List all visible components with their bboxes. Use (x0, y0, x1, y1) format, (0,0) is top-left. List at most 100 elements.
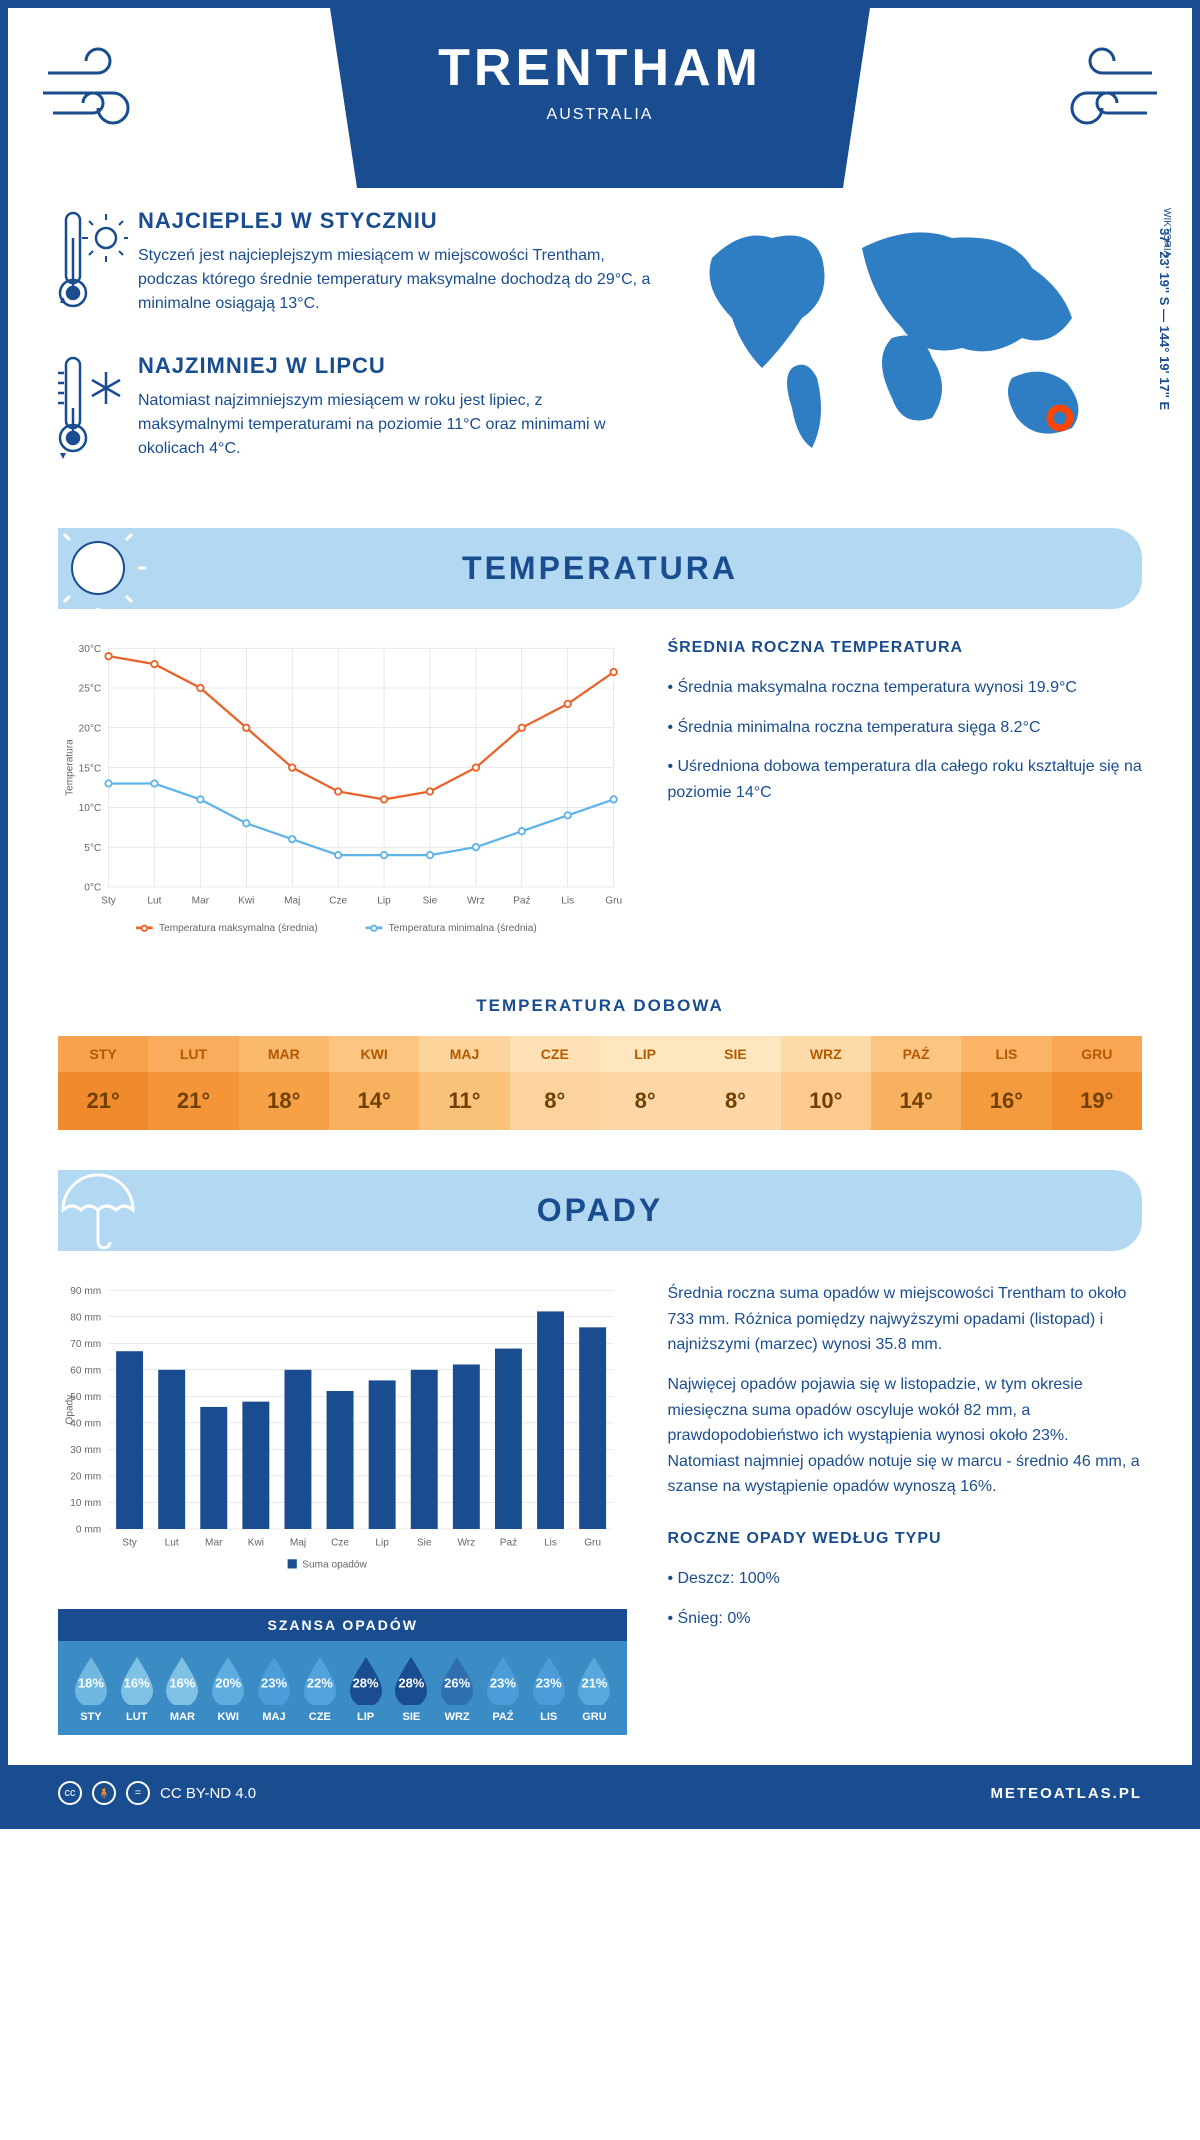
precip-summary: Średnia roczna suma opadów w miejscowośc… (667, 1281, 1142, 1735)
chance-value: 21% (581, 1675, 607, 1690)
svg-text:Paź: Paź (500, 1538, 517, 1549)
temp-cell: WRZ 10° (781, 1036, 871, 1130)
temp-cell: SIE 8° (690, 1036, 780, 1130)
chance-value: 23% (261, 1675, 287, 1690)
world-map: WIKTORIA 37° 23' 19'' S — 144° 19' 17'' … (682, 208, 1142, 498)
coords-label: 37° 23' 19'' S — 144° 19' 17'' E (1157, 228, 1172, 410)
svg-text:Cze: Cze (331, 1538, 349, 1549)
chance-cell: 20% KWI (205, 1655, 251, 1723)
svg-text:Lis: Lis (544, 1538, 557, 1549)
chance-month: SIE (388, 1711, 434, 1723)
chance-value: 16% (169, 1675, 195, 1690)
svg-text:Sie: Sie (423, 896, 438, 907)
temp-cell-month: MAR (239, 1036, 329, 1072)
svg-text:Lis: Lis (561, 896, 574, 907)
svg-text:Wrz: Wrz (467, 896, 485, 907)
svg-text:Temperatura maksymalna (średni: Temperatura maksymalna (średnia) (159, 923, 318, 934)
svg-text:80 mm: 80 mm (70, 1313, 101, 1324)
chance-month: GRU (572, 1711, 618, 1723)
temp-cell-value: 11° (419, 1072, 509, 1130)
chance-month: MAJ (251, 1711, 297, 1723)
daily-temp-table: STY 21°LUT 21°MAR 18°KWI 14°MAJ 11°CZE 8… (58, 1036, 1142, 1130)
temp-cell: LUT 21° (148, 1036, 238, 1130)
raindrop-icon: 26% (437, 1655, 477, 1705)
svg-text:0 mm: 0 mm (76, 1525, 101, 1536)
chance-value: 20% (215, 1675, 241, 1690)
svg-text:Gru: Gru (605, 896, 622, 907)
temp-cell-month: CZE (510, 1036, 600, 1072)
chance-cell: 18% STY (68, 1655, 114, 1723)
temp-cell: PAŹ 14° (871, 1036, 961, 1130)
header: TRENTHAM AUSTRALIA (8, 8, 1192, 188)
raindrop-icon: 28% (391, 1655, 431, 1705)
chance-month: LUT (114, 1711, 160, 1723)
svg-text:Sie: Sie (417, 1538, 432, 1549)
precip-snow: • Śnieg: 0% (667, 1606, 1142, 1632)
avg-temp-p3: • Uśredniona dobowa temperatura dla całe… (667, 754, 1142, 805)
daily-temp-title: TEMPERATURA DOBOWA (8, 996, 1192, 1016)
svg-text:Opady: Opady (65, 1394, 76, 1425)
chance-month: KWI (205, 1711, 251, 1723)
temp-cell-value: 21° (58, 1072, 148, 1130)
temp-cell-value: 8° (690, 1072, 780, 1130)
thermometer-snow-icon (58, 353, 138, 468)
avg-temp-p2: • Średnia minimalna roczna temperatura s… (667, 715, 1142, 741)
chance-title: SZANSA OPADÓW (58, 1609, 627, 1641)
temp-cell-value: 19° (1052, 1072, 1142, 1130)
chance-value: 18% (78, 1675, 104, 1690)
chance-cell: 23% LIS (526, 1655, 572, 1723)
raindrop-icon: 23% (529, 1655, 569, 1705)
temp-cell: MAR 18° (239, 1036, 329, 1130)
thermometer-sun-icon (58, 208, 138, 323)
chance-value: 23% (536, 1675, 562, 1690)
chance-cell: 28% SIE (388, 1655, 434, 1723)
svg-text:Temperatura: Temperatura (65, 739, 76, 796)
svg-text:10°C: 10°C (79, 803, 102, 814)
temp-cell-value: 14° (329, 1072, 419, 1130)
temp-cell: GRU 19° (1052, 1036, 1142, 1130)
svg-text:Sty: Sty (122, 1538, 138, 1549)
raindrop-icon: 18% (71, 1655, 111, 1705)
footer: cc 🧍 = CC BY-ND 4.0 METEOATLAS.PL (8, 1765, 1192, 1821)
precip-row: 0 mm10 mm20 mm30 mm40 mm50 mm60 mm70 mm8… (8, 1251, 1192, 1765)
svg-text:Lip: Lip (375, 1538, 389, 1549)
coldest-fact: NAJZIMNIEJ W LIPCU Natomiast najzimniejs… (58, 353, 652, 468)
temp-cell-month: MAJ (419, 1036, 509, 1072)
chance-cell: 22% CZE (297, 1655, 343, 1723)
precip-p2: Najwięcej opadów pojawia się w listopadz… (667, 1372, 1142, 1500)
raindrop-icon: 21% (574, 1655, 614, 1705)
temp-cell-month: WRZ (781, 1036, 871, 1072)
country-label: AUSTRALIA (330, 106, 870, 124)
svg-text:25°C: 25°C (79, 684, 102, 695)
intro-section: NAJCIEPLEJ W STYCZNIU Styczeń jest najci… (8, 188, 1192, 528)
svg-text:30 mm: 30 mm (70, 1445, 101, 1456)
wind-icon (1042, 43, 1162, 138)
chance-value: 16% (124, 1675, 150, 1690)
temp-cell-month: STY (58, 1036, 148, 1072)
page-title: TRENTHAM (330, 38, 870, 98)
chance-cell: 23% PAŹ (480, 1655, 526, 1723)
precip-rain: • Deszcz: 100% (667, 1566, 1142, 1592)
svg-text:5°C: 5°C (84, 843, 101, 854)
temp-cell-value: 21° (148, 1072, 238, 1130)
chance-cell: 23% MAJ (251, 1655, 297, 1723)
chance-value: 22% (307, 1675, 333, 1690)
wind-icon (38, 43, 158, 138)
svg-text:Wrz: Wrz (457, 1538, 475, 1549)
svg-text:Mar: Mar (192, 896, 210, 907)
svg-text:Suma opadów: Suma opadów (302, 1560, 367, 1571)
svg-text:70 mm: 70 mm (70, 1339, 101, 1350)
svg-text:Maj: Maj (290, 1538, 306, 1549)
svg-text:Paź: Paź (513, 896, 530, 907)
temp-cell: STY 21° (58, 1036, 148, 1130)
svg-text:Kwi: Kwi (238, 896, 254, 907)
chance-month: CZE (297, 1711, 343, 1723)
temp-cell-month: SIE (690, 1036, 780, 1072)
avg-temp-p1: • Średnia maksymalna roczna temperatura … (667, 675, 1142, 701)
svg-text:0°C: 0°C (84, 883, 101, 894)
title-banner: TRENTHAM AUSTRALIA (330, 8, 870, 188)
temp-cell: MAJ 11° (419, 1036, 509, 1130)
svg-text:Lip: Lip (377, 896, 391, 907)
temp-cell-value: 18° (239, 1072, 329, 1130)
warmest-title: NAJCIEPLEJ W STYCZNIU (138, 208, 652, 234)
